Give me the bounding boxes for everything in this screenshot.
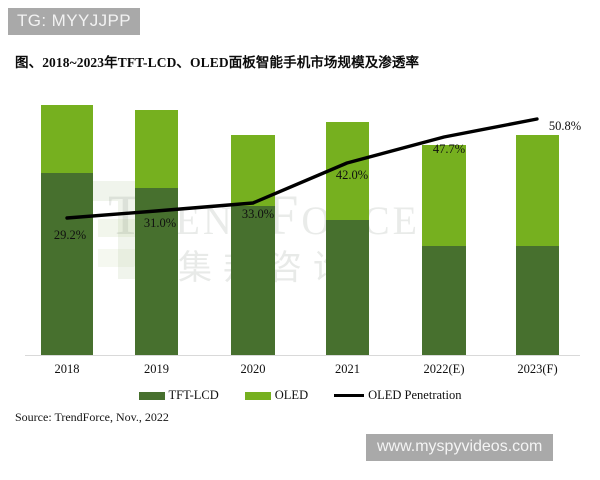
oled-penetration-line: [65, 117, 539, 220]
data-label-penetration-2020: 33.0%: [241, 207, 275, 221]
bar-oled-2019: [135, 110, 178, 188]
x-axis-label-2022(E): 2022(E): [423, 362, 465, 376]
data-label-penetration-2019: 31.0%: [143, 216, 177, 230]
legend-swatch-oled-penetration: [334, 394, 365, 397]
legend-item-oled-penetration: OLED Penetration: [334, 388, 461, 403]
data-label-penetration-2022(E): 47.7%: [432, 142, 466, 156]
bar-tft-lcd-2018: [41, 173, 93, 355]
legend-swatch-tft-lcd: [138, 391, 165, 400]
chart-legend: TFT-LCD OLED OLED Penetration: [0, 388, 600, 403]
bar-tft-lcd-2023(F): [516, 246, 559, 355]
bar-oled-2021: [326, 122, 369, 220]
x-axis-label-2020: 2020: [240, 362, 266, 376]
legend-swatch-oled: [244, 391, 271, 400]
data-label-penetration-2023(F): 50.8%: [548, 119, 582, 133]
legend-label-oled: OLED: [274, 388, 309, 402]
tg-overlay-banner: TG: MYYJJPP: [8, 8, 140, 35]
x-axis-label-2023(F): 2023(F): [517, 362, 558, 376]
legend-item-oled: OLED: [244, 388, 309, 403]
chart-title: 图、2018~2023年TFT-LCD、OLED面板智能手机市场规模及渗透率: [15, 55, 420, 70]
bar-oled-2022(E): [422, 145, 466, 246]
bar-oled-2023(F): [516, 135, 559, 246]
x-axis-label-2021: 2021: [335, 362, 360, 376]
x-axis-line: [25, 355, 580, 356]
data-label-penetration-2018: 29.2%: [53, 228, 87, 242]
bar-tft-lcd-2021: [326, 220, 369, 355]
bar-tft-lcd-2020: [231, 206, 275, 355]
source-note: Source: TrendForce, Nov., 2022: [15, 410, 169, 424]
site-overlay-banner: www.myspyvideos.com: [366, 434, 554, 462]
bar-tft-lcd-2019: [135, 188, 178, 355]
legend-item-tft-lcd: TFT-LCD: [138, 388, 219, 403]
x-axis-label-2019: 2019: [144, 362, 169, 376]
bar-oled-2018: [41, 105, 93, 173]
bar-tft-lcd-2022(E): [422, 246, 466, 355]
x-axis-label-2018: 2018: [54, 362, 80, 376]
legend-label-oled-penetration: OLED Penetration: [368, 388, 462, 402]
bar-oled-2020: [231, 135, 275, 206]
legend-label-tft-lcd: TFT-LCD: [168, 388, 219, 402]
data-label-penetration-2021: 42.0%: [335, 168, 369, 182]
